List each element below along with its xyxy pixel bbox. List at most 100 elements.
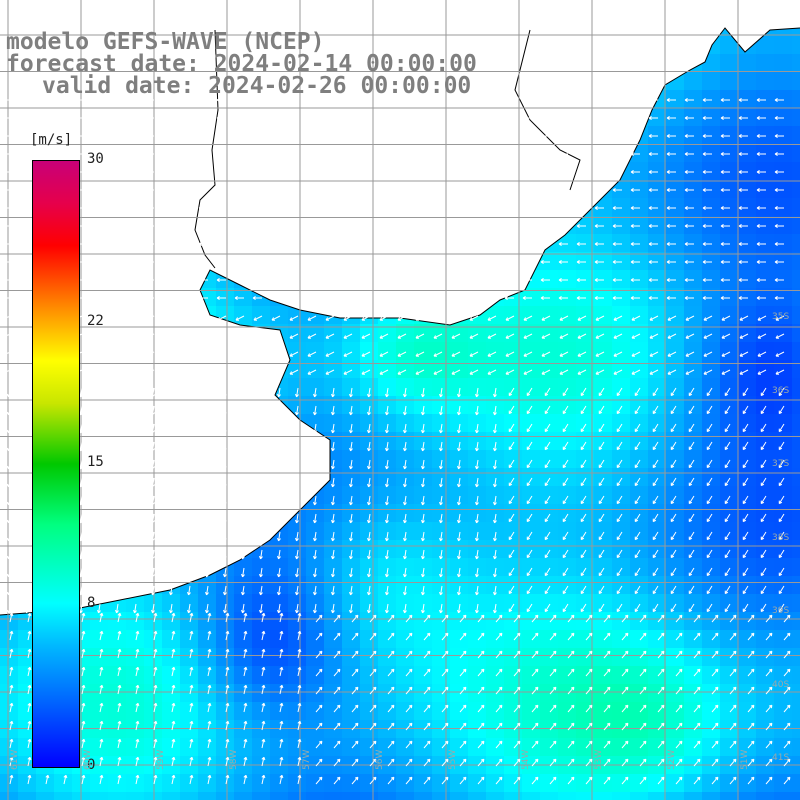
wind-arrow (288, 134, 298, 138)
field-cell (396, 594, 414, 612)
wind-arrow (475, 441, 479, 452)
field-cell (630, 774, 648, 792)
wind-arrow (171, 612, 176, 623)
wind-arrow (526, 531, 533, 541)
wind-arrow (634, 423, 641, 433)
field-cell (792, 90, 800, 108)
field-cell (0, 738, 18, 756)
wind-arrow (234, 224, 244, 228)
wind-arrow (783, 632, 791, 641)
field-cell (468, 486, 486, 504)
wind-arrow (97, 387, 101, 398)
wind-arrow (702, 224, 712, 228)
wind-arrow (277, 387, 281, 398)
wind-arrow (234, 170, 244, 174)
border-line-uruguay (194, 29, 219, 269)
wind-arrow (558, 98, 568, 102)
field-cell (522, 558, 540, 576)
wind-arrow (241, 603, 245, 614)
wind-arrow (145, 351, 155, 357)
field-cell (774, 342, 792, 360)
field-cell (486, 774, 504, 792)
field-cell (576, 576, 594, 594)
wind-arrow (685, 315, 695, 321)
wind-arrow (396, 170, 406, 174)
wind-arrow (151, 477, 155, 488)
wind-arrow (360, 260, 370, 264)
field-cell (450, 486, 468, 504)
field-cell (738, 378, 756, 396)
field-cell (486, 738, 504, 756)
wind-arrow (279, 630, 284, 641)
field-cell (576, 612, 594, 630)
wind-arrow (225, 684, 230, 695)
wind-arrow (544, 441, 551, 451)
wind-arrow (313, 603, 317, 614)
wind-arrow (531, 740, 539, 749)
field-cell (558, 234, 576, 252)
field-cell (756, 72, 774, 90)
field-cell (108, 666, 126, 684)
wind-arrow (171, 774, 176, 785)
field-cell (342, 774, 360, 792)
field-cell (90, 612, 108, 630)
longitude-label: 55W (448, 749, 458, 770)
wind-arrow (577, 351, 587, 357)
field-cell (180, 648, 198, 666)
wind-arrow (162, 242, 172, 246)
wind-arrow (585, 686, 593, 695)
field-cell (684, 234, 702, 252)
field-cell (342, 486, 360, 504)
field-cell (594, 774, 612, 792)
field-cell (540, 612, 558, 630)
field-cell (648, 108, 666, 126)
wind-arrow (666, 278, 676, 282)
field-cell (486, 378, 504, 396)
wind-arrow (7, 567, 11, 578)
wind-arrow (180, 224, 190, 228)
wind-arrow (315, 650, 323, 659)
field-cell (648, 702, 666, 720)
wind-arrow (711, 632, 719, 641)
wind-arrow (603, 704, 611, 713)
wind-arrow (403, 513, 407, 524)
field-cell (252, 558, 270, 576)
wind-arrow (738, 296, 748, 300)
field-cell (180, 738, 198, 756)
field-cell (666, 468, 684, 486)
field-cell (522, 630, 540, 648)
wind-arrow (666, 206, 676, 210)
wind-arrow (0, 224, 10, 228)
field-cell (162, 774, 180, 792)
wind-arrow (169, 459, 173, 470)
wind-arrow (289, 369, 299, 375)
wind-arrow (594, 278, 604, 282)
field-cell (342, 648, 360, 666)
wind-arrow (360, 188, 370, 192)
field-cell (774, 54, 792, 72)
field-cell (576, 630, 594, 648)
wind-arrow (441, 740, 449, 749)
field-cell (738, 396, 756, 414)
field-cell (594, 342, 612, 360)
field-cell (792, 198, 800, 216)
wind-arrow (421, 495, 425, 506)
field-cell (576, 342, 594, 360)
field-cell (774, 630, 792, 648)
wind-arrow (544, 531, 551, 541)
field-cell (720, 252, 738, 270)
field-cell (774, 540, 792, 558)
field-cell (450, 702, 468, 720)
field-cell (414, 378, 432, 396)
wind-arrow (19, 333, 29, 339)
wind-arrow (580, 603, 587, 613)
field-cell (648, 234, 666, 252)
wind-arrow (133, 477, 137, 488)
wind-arrow (783, 704, 791, 713)
wind-arrow (468, 206, 478, 210)
wind-arrow (468, 242, 478, 246)
wind-arrow (757, 315, 767, 321)
field-cell (108, 648, 126, 666)
wind-arrow (613, 315, 623, 321)
